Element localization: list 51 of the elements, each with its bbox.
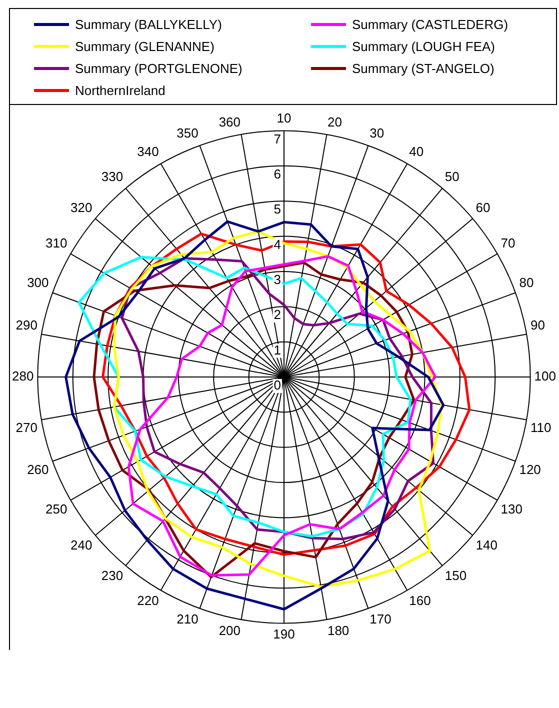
legend-label: Summary (GLENANNE) [75,39,214,54]
spoke-label: 110 [530,420,552,435]
spoke-label: 290 [16,317,38,332]
spoke-label: 90 [530,317,545,332]
legend-label: Summary (ST-ANGELO) [352,61,494,76]
spoke-label: 310 [46,236,68,251]
spoke-label: 350 [176,126,198,141]
spoke-label: 10 [276,110,292,126]
spoke-label: 20 [327,114,342,130]
spoke-label: 130 [500,502,522,517]
y-tick-label: 3 [274,272,281,288]
spoke-label: 80 [519,275,534,290]
y-tick-label: 4 [274,236,281,252]
spoke-label: 240 [70,537,92,552]
legend-label: NorthernIreland [75,83,166,98]
spoke-label: 100 [534,368,556,384]
spoke-label: 160 [409,593,431,608]
spoke-label: 250 [46,502,68,517]
spoke-label: 70 [500,236,516,251]
legend-label: Summary (BALLYKELLY) [75,17,222,32]
spoke-label: 60 [476,200,490,215]
spoke-label: 140 [476,537,498,552]
spoke-label: 180 [327,622,350,638]
y-tick-label: 2 [274,307,281,322]
spoke-label: 170 [370,612,392,627]
y-tick-label: 6 [274,166,281,182]
y-tick-label: 1 [274,342,281,358]
spoke-label: 230 [101,568,124,584]
spoke-label: 360 [218,114,241,130]
spoke-label: 120 [519,462,541,477]
legend-label: Summary (LOUGH FEA) [352,39,496,54]
spoke-label: 40 [409,144,424,160]
spoke-label: 200 [218,622,241,638]
spoke-label: 190 [273,626,295,642]
legend-label: Summary (PORTGLENONE) [75,61,242,76]
spoke-label: 210 [176,612,198,627]
spoke-label: 220 [137,593,159,608]
legend-label: Summary (CASTLEDERG) [352,17,508,32]
y-tick-label: 5 [274,202,281,217]
spoke-label: 300 [27,275,49,290]
y-tick-label: 0 [274,378,281,393]
spoke-label: 260 [27,462,49,477]
spoke-label: 340 [137,144,159,160]
spoke-label: 280 [12,368,34,384]
spoke-label: 320 [70,200,92,215]
spoke-label: 50 [444,169,460,184]
spoke-label: 150 [444,568,467,584]
spoke-label: 30 [370,126,384,141]
spoke-label: 270 [16,420,38,435]
y-tick-label: 7 [274,131,281,146]
spoke-label: 330 [101,169,124,184]
